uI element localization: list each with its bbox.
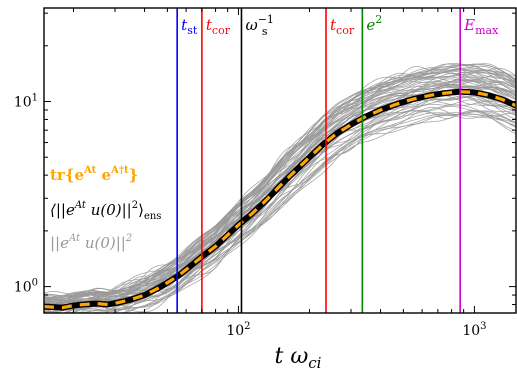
legend-member-part: 2	[125, 233, 132, 244]
vline-label: Emax	[463, 16, 499, 37]
ensemble-member-line	[44, 84, 516, 305]
trace-dashed-line	[44, 90, 516, 310]
legend-trace-part: A†t	[110, 165, 129, 176]
ensemble-member-line	[44, 63, 516, 295]
legend-member-part: ||e	[50, 234, 69, 252]
mean-layer	[44, 88, 516, 311]
vline-label-sub: s	[262, 25, 268, 38]
x-tick-label: 102	[226, 321, 250, 339]
y-tick-label: 100	[14, 278, 38, 296]
vline-label: e2	[366, 13, 382, 34]
vline-label: ω−1 s	[245, 13, 273, 38]
legend-mean-part: ⟨||e	[50, 201, 75, 219]
vline-label-base: t	[181, 16, 188, 34]
legend-trace-part: }	[129, 166, 139, 184]
x-axis-label-base: t ω	[275, 344, 309, 369]
legend-entry-trace: tr{eAt eA†t}	[50, 165, 138, 184]
y-tick-label-base: 10	[14, 280, 32, 296]
x-tick-label-base: 10	[226, 323, 244, 339]
x-axis-label: t ωci	[275, 344, 322, 369]
vline-label: tst	[181, 16, 198, 37]
legend-mean-part: ⟩	[138, 201, 144, 219]
ensemble-member-line	[44, 69, 516, 306]
ensemble-member-line	[44, 87, 516, 311]
plot-frame	[43, 7, 517, 314]
ensemble-member-line	[44, 81, 516, 309]
legend-trace-part: tr{e	[50, 166, 84, 184]
vline-label-sub: st	[187, 24, 198, 37]
vline-label-base: t	[206, 16, 213, 34]
vertical-marker-labels: tst tcor ω−1 s tcor e2 Emax	[181, 13, 499, 38]
legend-mean-part: 2	[132, 200, 138, 211]
legend-mean-part: ens	[144, 211, 162, 222]
ensemble-member-line	[44, 69, 516, 302]
ensemble-member-line	[124, 113, 516, 313]
legend-mean-part: u(0)||	[86, 201, 132, 219]
legend-member-part: u(0)||	[80, 234, 126, 252]
ensemble-member-line	[44, 89, 516, 310]
vline-label-base: t	[330, 16, 337, 34]
vline-label-sub: cor	[336, 24, 355, 37]
ensemble-member-line	[44, 67, 516, 301]
x-axis-label-sub: ci	[308, 354, 321, 369]
vline-label: tcor	[330, 16, 355, 37]
y-tick-label: 101	[14, 92, 38, 110]
ensemble-member-line	[44, 83, 516, 309]
ensemble-member-line	[44, 63, 516, 299]
x-tick-label-exp: 2	[244, 321, 250, 332]
vline-label-base: e	[366, 16, 375, 34]
legend-mean-part: At	[74, 200, 87, 211]
ensemble-member-line	[44, 78, 516, 307]
ensemble-member-line	[111, 104, 516, 313]
legend-trace-part: e	[96, 166, 111, 184]
vline-label-sup: 2	[375, 13, 382, 26]
ensemble-layer	[44, 62, 516, 313]
vline-label-sub: max	[475, 24, 499, 37]
legend-member-part: At	[68, 233, 81, 244]
y-tick-label-exp: 1	[32, 92, 38, 103]
ensemble-member-line	[44, 71, 516, 307]
x-tick-label-base: 10	[462, 323, 480, 339]
legend-trace-part: At	[83, 165, 97, 176]
legend: tr{eAt eA†t}⟨||eAt u(0)||2⟩ens||eAt u(0)…	[50, 165, 161, 252]
vline-label-sub: cor	[212, 24, 231, 37]
vertical-markers	[176, 8, 461, 313]
legend-entry-ensemble-mean: ⟨||eAt u(0)||2⟩ens	[50, 200, 161, 222]
x-tick-label-exp: 3	[480, 321, 486, 332]
vline-label-base: ω	[245, 16, 257, 34]
x-tick-label: 103	[462, 321, 486, 339]
vline-label-base: E	[463, 16, 475, 34]
ensemble-member-line	[113, 110, 516, 313]
legend-entry-member: ||eAt u(0)||2	[50, 233, 132, 252]
vline-label: tcor	[206, 16, 231, 37]
y-tick-label-exp: 0	[32, 278, 38, 289]
y-tick-label-base: 10	[14, 94, 32, 110]
vline-label-sup: −1	[258, 13, 274, 26]
